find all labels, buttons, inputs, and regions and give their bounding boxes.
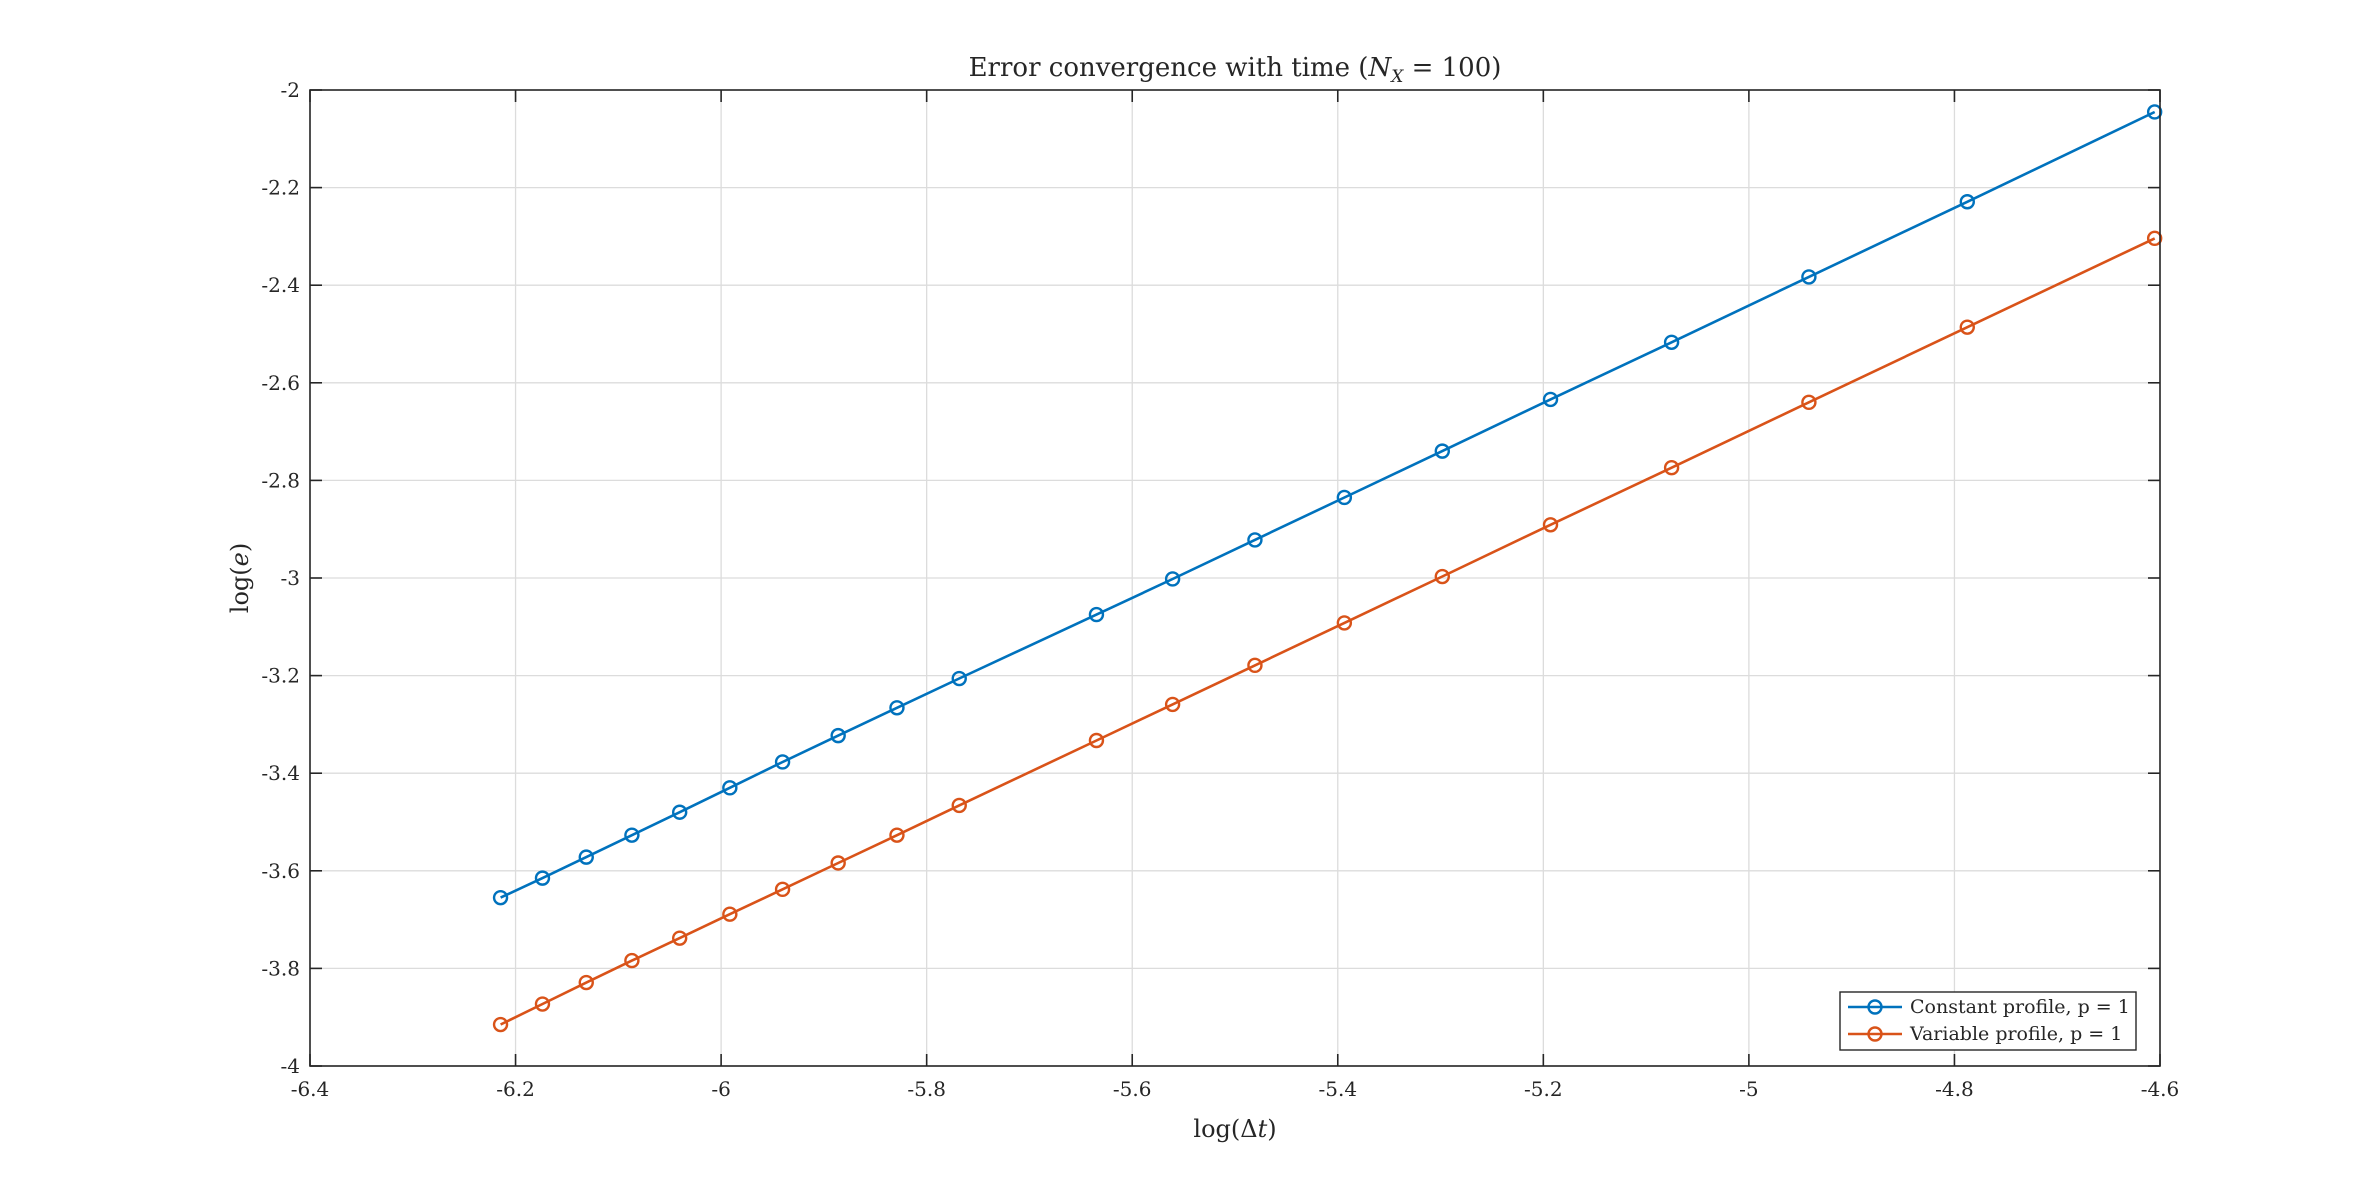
y-tick-label: -2.4 [261,273,300,297]
x-tick-label: -6.4 [291,1077,330,1101]
data-point [951,797,967,814]
x-tick-label: -4.8 [1935,1077,1974,1101]
legend-swatch-marker [1867,999,1883,1015]
data-point [1542,391,1559,408]
series-line [500,237,2156,1026]
y-tick-label: -2.2 [261,176,300,200]
data-point [624,827,640,843]
data-point [722,906,738,922]
axes-box [309,89,2161,1067]
data-point [1801,394,1817,411]
data-point [534,870,551,886]
data-point [1336,489,1353,506]
data-point [534,996,551,1012]
series-line [500,110,2156,899]
x-tick-label: -4.6 [2141,1077,2180,1101]
data-point [1663,334,1680,350]
data-point [1088,732,1105,749]
y-tick-label: -3.8 [261,956,300,980]
x-tick-label: -5.6 [1113,1077,1152,1101]
data-point [1663,460,1680,476]
x-axis-label: log(Δt) [1193,1115,1276,1143]
data-point [1164,571,1181,587]
data-point [1434,443,1451,459]
y-tick-label: -3 [281,566,300,590]
data-point [492,889,509,906]
y-axis-label: log(e) [226,543,254,613]
y-tick-label: -2.6 [261,371,300,395]
data-point [2146,230,2163,247]
legend-box [1839,991,2137,1051]
data-point [2146,104,2163,120]
data-point [1088,606,1105,623]
series-layer [492,104,2163,1033]
data-point [671,804,688,820]
data-point [1336,615,1353,631]
x-tick-label: -5 [1739,1077,1758,1101]
y-tick-label: -4 [281,1054,300,1078]
x-tick-label: -5.2 [1524,1077,1563,1101]
x-tick-label: -6.2 [496,1077,535,1101]
data-point [578,849,594,865]
data-point [578,974,594,991]
legend-item: Constant profile, p = 1 [1848,996,2130,1018]
y-tick-labels: -2 -2.2 -2.4 -2.6 -2.8 -3 -3.2 -3.4 -3.6 -3.8 -4 [261,78,300,1078]
series-2 [492,230,2163,1033]
y-tick-label: -3.4 [261,761,300,785]
legend-item: Variable profile, p = 1 [1848,1023,2122,1045]
y-tick-label: -3.6 [261,859,300,883]
data-point [1959,319,1975,335]
x-tick-label: -5.8 [907,1077,946,1101]
x-tick-label: -6 [711,1077,730,1101]
legend-swatch-marker [1867,1026,1883,1042]
y-tick-label: -3.2 [261,664,300,688]
x-tick-label: -5.4 [1318,1077,1357,1101]
data-point [1801,269,1817,285]
legend-label: Variable profile, p = 1 [1909,1023,2122,1045]
data-point [1247,532,1263,548]
data-point [671,930,688,946]
series-1 [492,104,2163,906]
data-point [830,855,846,871]
legend: Constant profile, p = 1 Variable profile,… [1839,991,2137,1051]
data-point [774,881,791,898]
data-point [1164,696,1181,713]
data-point [951,670,967,687]
data-point [1247,657,1263,674]
data-point [1542,517,1559,533]
data-point [1959,194,1975,210]
data-point [1434,568,1451,585]
data-point [492,1016,509,1033]
y-tick-label: -2.8 [261,468,300,492]
data-point [889,827,905,843]
data-point [830,727,846,744]
data-point [624,952,640,969]
data-point [889,700,905,716]
x-tick-labels: -6.4 -6.2 -6 -5.8 -5.6 -5.4 -5.2 -5 -4.8 -4.6 [291,1077,2180,1101]
y-tick-label: -2 [281,78,300,102]
data-point [774,754,791,770]
chart-title: Error convergence with time (NX = 100) [969,53,1502,87]
legend-label: Constant profile, p = 1 [1910,996,2130,1018]
data-point [722,780,738,796]
